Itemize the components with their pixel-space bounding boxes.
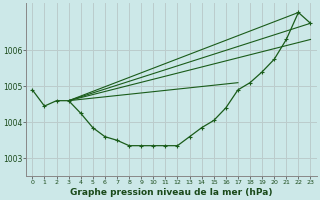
X-axis label: Graphe pression niveau de la mer (hPa): Graphe pression niveau de la mer (hPa): [70, 188, 273, 197]
